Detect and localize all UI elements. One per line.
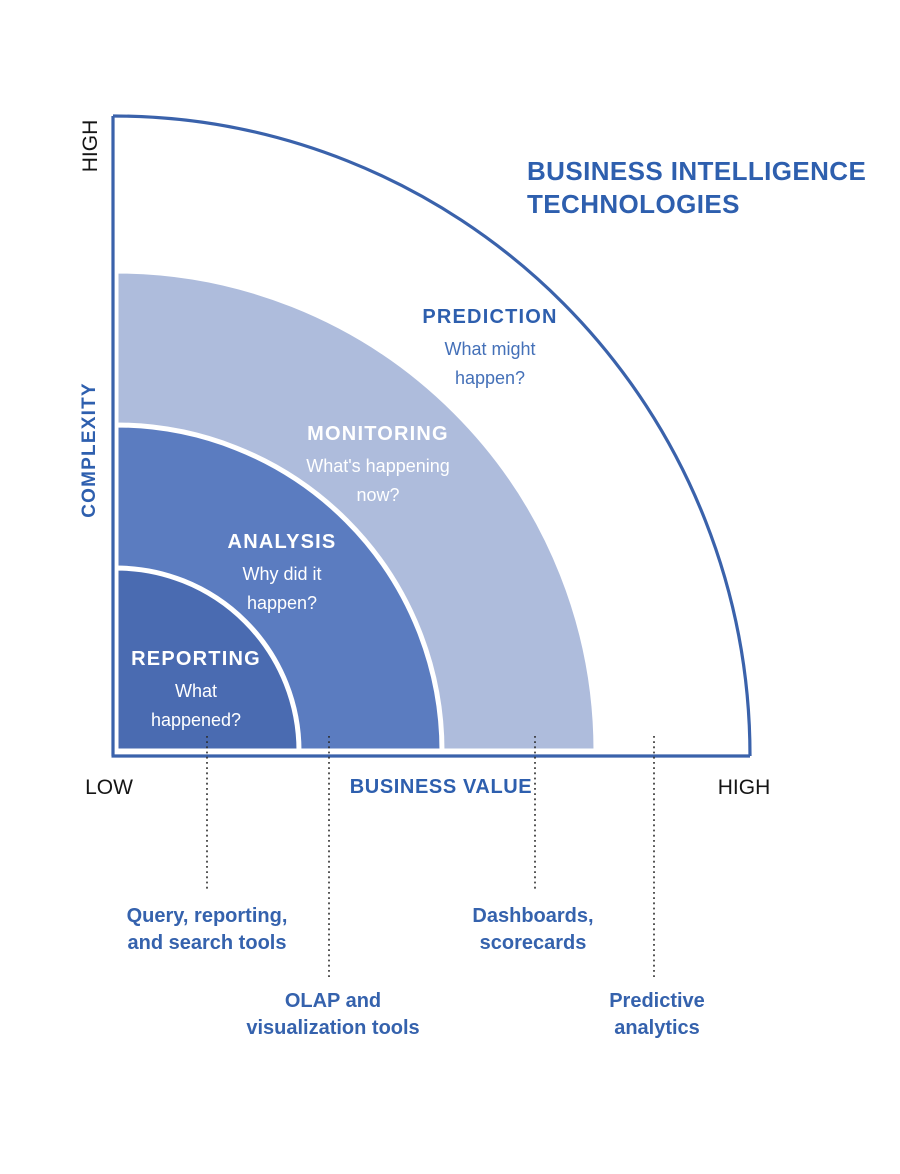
prediction-label: PREDICTION What might happen? [422, 306, 557, 393]
monitoring-label: MONITORING What's happening now? [306, 423, 450, 510]
x-axis-title: BUSINESS VALUE [349, 776, 533, 798]
analysis-label: ANALYSIS Why did it happen? [228, 531, 337, 618]
reporting-name: REPORTING [131, 648, 261, 670]
prediction-name: PREDICTION [422, 306, 558, 328]
reporting-question: What happened? [150, 681, 242, 730]
x-axis-high-label: HIGH [717, 776, 771, 799]
tool-label-dashboards-scorecards: Dashboards, scorecards [472, 905, 594, 954]
tool-label-query-reporting-search: Query, reporting, and search tools [126, 905, 288, 954]
monitoring-question: What's happening now? [306, 456, 450, 505]
x-axis-low-label: LOW [85, 776, 133, 799]
reporting-label: REPORTING What happened? [131, 648, 261, 735]
prediction-question: What might happen? [444, 339, 536, 388]
tool-label-olap-visualization: OLAP and visualization tools [246, 990, 420, 1039]
page-title-line2: TECHNOLOGIES [527, 189, 740, 219]
page-title-line1: BUSINESS INTELLIGENCE [527, 156, 867, 186]
monitoring-name: MONITORING [307, 423, 449, 445]
y-axis-title: COMPLEXITY [79, 382, 100, 518]
prediction-outer-arc [112, 114, 752, 757]
tool-label-predictive-analytics: Predictive analytics [609, 990, 705, 1039]
y-axis-high-label: HIGH [79, 119, 102, 173]
reporting-arc-region [113, 565, 302, 754]
analysis-name: ANALYSIS [227, 531, 337, 553]
analysis-question: Why did it happen? [242, 564, 322, 613]
page-title: BUSINESS INTELLIGENCE TECHNOLOGIES [527, 155, 866, 221]
